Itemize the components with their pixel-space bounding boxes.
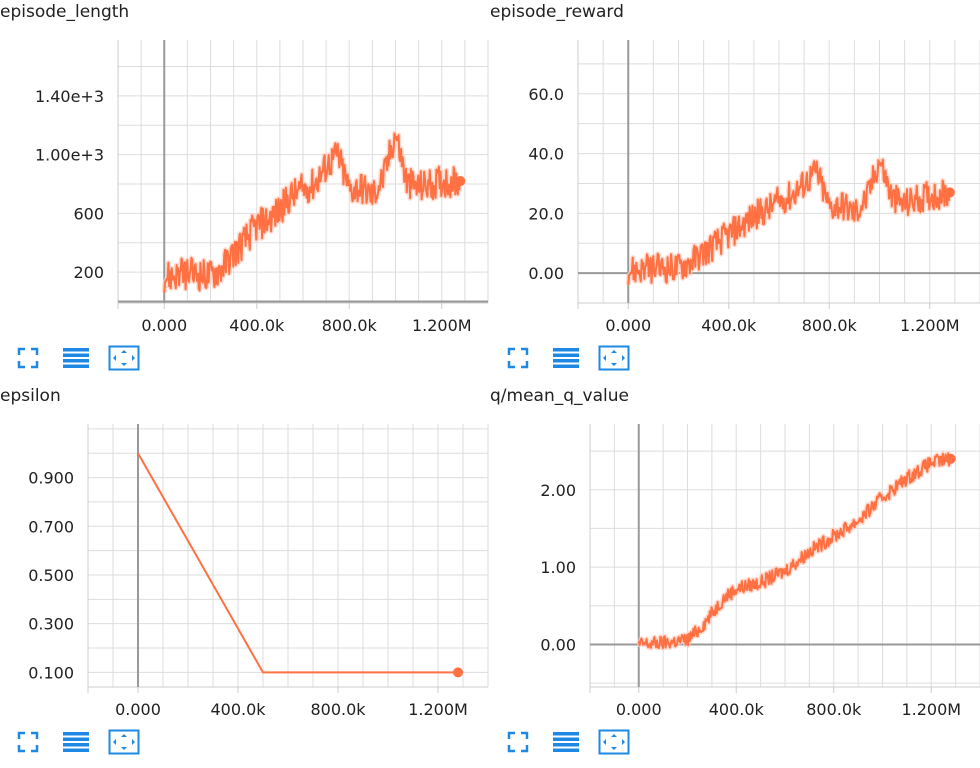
x-tick-label: 800.0k [310, 700, 366, 719]
data-series-button[interactable] [550, 346, 582, 374]
x-tick-label: 400.0k [229, 316, 285, 335]
fit-domain-button[interactable] [598, 729, 630, 759]
chart-title: epsilon [0, 386, 61, 406]
fullscreen-button[interactable] [12, 346, 44, 374]
y-tick-label: 40.0 [528, 145, 564, 164]
fit-domain-button[interactable] [108, 345, 140, 375]
x-tick-label: 800.0k [322, 316, 378, 335]
y-tick-label: 2.00 [540, 481, 576, 500]
y-tick-label: 0.100 [28, 663, 74, 682]
x-tick-label: 1.200M [900, 316, 960, 335]
chart-episode-length: 0.000 400.0k 800.0k 1.200M 200 600 1.00e+3 1.40… [35, 40, 489, 335]
fullscreen-icon [507, 347, 529, 373]
fullscreen-icon [507, 731, 529, 757]
y-tick-label: 0.00 [540, 635, 576, 654]
y-tick-label: 20.0 [528, 204, 564, 223]
x-tick-label: 0.000 [141, 316, 187, 335]
chart-episode-reward: 0.000 400.0k 800.0k 1.200M 0.00 20.0 40.0 60.0 [528, 40, 980, 335]
card-episode-length: episode_length 0.000 400.0k 800.0k 1.200M 20… [0, 0, 490, 384]
y-tick-label: 600 [73, 204, 104, 223]
y-tick-label: 0.700 [28, 517, 74, 536]
fit-domain-button[interactable] [598, 345, 630, 375]
fit-domain-icon [598, 345, 630, 375]
data-series-button[interactable] [60, 346, 92, 374]
y-tick-label: 0.900 [28, 469, 74, 488]
chart-epsilon: 0.000 400.0k 800.0k 1.200M 0.100 0.300 0.500 0.… [28, 424, 489, 719]
y-tick-label: 60.0 [528, 85, 564, 104]
chart-title: q/mean_q_value [490, 386, 629, 406]
series-end-point [944, 187, 955, 198]
chart-title: episode_reward [490, 2, 624, 22]
y-tick-label: 1.00 [540, 558, 576, 577]
y-tick-label: 1.00e+3 [35, 146, 104, 165]
x-tick-label: 1.200M [408, 700, 468, 719]
x-tick-label: 0.000 [616, 700, 662, 719]
fit-domain-button[interactable] [108, 729, 140, 759]
fullscreen-button[interactable] [502, 346, 534, 374]
series-end-point [455, 176, 466, 187]
series-line [163, 132, 462, 293]
y-tick-label: 0.300 [28, 615, 74, 634]
series-line [627, 158, 951, 285]
card-epsilon: epsilon 0.000 400.0k 800.0k 1.200M 0.100 0.30… [0, 384, 490, 768]
chart-toolbar [502, 345, 630, 375]
fit-domain-icon [108, 729, 140, 759]
data-series-icon [552, 347, 580, 373]
chart-mean-q-value: 0.000 400.0k 800.0k 1.200M 0.00 1.00 2.00 [540, 424, 980, 719]
x-tick-label: 800.0k [806, 700, 862, 719]
data-series-icon [552, 731, 580, 757]
x-tick-label: 0.000 [605, 316, 651, 335]
y-tick-label: 1.40e+3 [35, 87, 104, 106]
fit-domain-icon [108, 345, 140, 375]
series-line [637, 452, 952, 650]
series-end-point [945, 453, 956, 464]
fullscreen-icon [17, 731, 39, 757]
y-tick-label: 0.500 [28, 566, 74, 585]
y-tick-label: 200 [73, 263, 104, 282]
series-line [137, 452, 458, 674]
data-series-button[interactable] [60, 730, 92, 758]
x-tick-label: 0.000 [115, 700, 161, 719]
x-tick-label: 800.0k [802, 316, 858, 335]
x-tick-label: 400.0k [210, 700, 266, 719]
fullscreen-button[interactable] [502, 730, 534, 758]
x-tick-label: 1.200M [412, 316, 472, 335]
data-series-icon [62, 347, 90, 373]
fullscreen-icon [17, 347, 39, 373]
y-tick-label: 0.00 [528, 264, 564, 283]
x-tick-label: 400.0k [701, 316, 757, 335]
chart-title: episode_length [0, 2, 130, 22]
series-end-point [453, 667, 463, 678]
card-episode-reward: episode_reward 0.000 400.0k 800.0k 1.200M 0.… [490, 0, 980, 384]
fit-domain-icon [598, 729, 630, 759]
chart-toolbar [12, 345, 140, 375]
grid [87, 424, 489, 687]
card-mean-q-value: q/mean_q_value 0.000 400.0k 800.0k 1.200M 0.… [490, 384, 980, 768]
chart-toolbar [12, 729, 140, 759]
x-tick-label: 400.0k [709, 700, 765, 719]
data-series-icon [62, 731, 90, 757]
fullscreen-button[interactable] [12, 730, 44, 758]
grid [117, 40, 489, 303]
chart-toolbar [502, 729, 630, 759]
x-tick-label: 1.200M [901, 700, 961, 719]
data-series-button[interactable] [550, 730, 582, 758]
